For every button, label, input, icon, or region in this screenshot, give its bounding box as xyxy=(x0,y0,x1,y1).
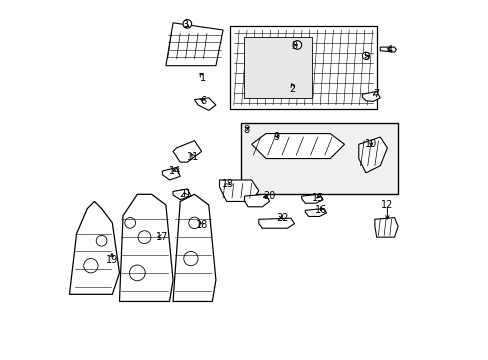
Polygon shape xyxy=(69,202,119,294)
Text: 2: 2 xyxy=(289,84,295,94)
Circle shape xyxy=(183,19,191,28)
Polygon shape xyxy=(165,23,223,66)
Polygon shape xyxy=(362,91,380,102)
Text: 18: 18 xyxy=(195,220,207,230)
Text: 16: 16 xyxy=(315,205,327,215)
Polygon shape xyxy=(301,194,323,203)
Circle shape xyxy=(129,265,145,281)
Circle shape xyxy=(183,251,198,266)
Text: 11: 11 xyxy=(186,152,199,162)
Text: 5: 5 xyxy=(362,52,368,62)
Polygon shape xyxy=(374,217,397,237)
Circle shape xyxy=(96,235,107,246)
Text: 9: 9 xyxy=(273,132,279,142)
Text: 6: 6 xyxy=(200,96,206,107)
Polygon shape xyxy=(173,194,216,301)
Circle shape xyxy=(138,231,151,244)
Polygon shape xyxy=(251,134,344,158)
Text: 19: 19 xyxy=(106,255,118,265)
Polygon shape xyxy=(173,141,201,162)
Bar xyxy=(241,123,397,194)
Polygon shape xyxy=(358,137,386,173)
Text: 3: 3 xyxy=(182,19,188,30)
Text: 10: 10 xyxy=(365,139,377,149)
Text: 17: 17 xyxy=(156,232,168,242)
Polygon shape xyxy=(194,98,216,111)
Circle shape xyxy=(124,217,135,228)
Text: 13: 13 xyxy=(222,179,234,189)
Polygon shape xyxy=(219,180,258,202)
Polygon shape xyxy=(119,194,173,301)
Text: 14: 14 xyxy=(168,166,181,176)
Bar xyxy=(230,26,376,109)
Text: 7: 7 xyxy=(373,89,379,99)
Bar xyxy=(244,37,312,98)
Text: 4: 4 xyxy=(386,45,391,55)
Polygon shape xyxy=(305,208,326,216)
Circle shape xyxy=(188,217,200,229)
Text: 21: 21 xyxy=(179,189,191,199)
Circle shape xyxy=(83,258,98,273)
Circle shape xyxy=(362,52,369,59)
Text: 15: 15 xyxy=(311,193,323,203)
Text: 8: 8 xyxy=(243,125,249,135)
Text: 12: 12 xyxy=(381,200,393,210)
Text: 22: 22 xyxy=(275,212,287,222)
Text: 1: 1 xyxy=(200,73,206,83)
Circle shape xyxy=(292,41,301,49)
Text: 20: 20 xyxy=(263,191,275,201)
Polygon shape xyxy=(162,167,180,180)
Text: 3: 3 xyxy=(291,41,297,51)
Polygon shape xyxy=(244,194,269,207)
Polygon shape xyxy=(258,218,294,228)
Polygon shape xyxy=(173,189,190,200)
Polygon shape xyxy=(380,47,395,52)
